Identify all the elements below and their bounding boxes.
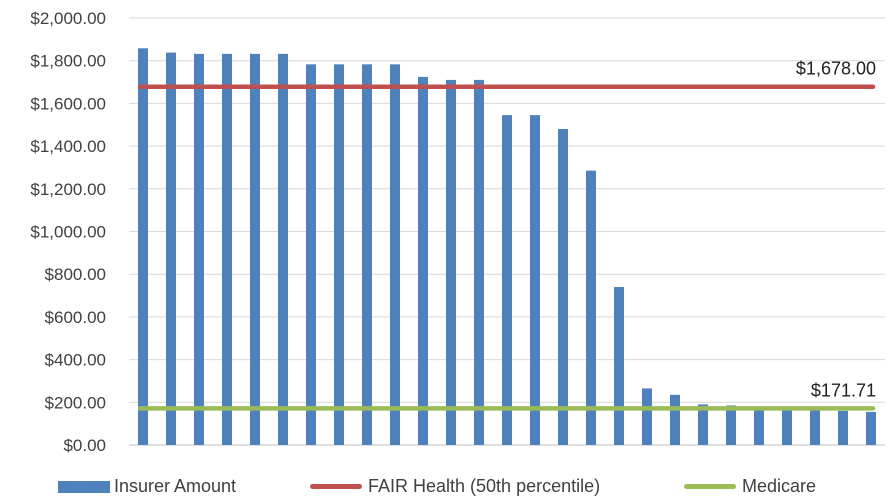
- bar: [810, 409, 820, 445]
- bar: [138, 48, 148, 445]
- bar: [222, 53, 232, 445]
- y-axis-tick-labels: $0.00 $200.00 $400.00 $600.00 $800.00 $1,000.…: [30, 9, 106, 455]
- bar: [502, 115, 512, 445]
- bar: [446, 79, 456, 445]
- legend-label-insurer-amount: Insurer Amount: [114, 476, 237, 496]
- legend-item-medicare: Medicare: [684, 476, 816, 497]
- bar: [754, 406, 764, 445]
- y-tick-label: $600.00: [45, 308, 106, 327]
- y-tick-label: $1,200.00: [30, 180, 106, 199]
- legend: Insurer Amount FAIR Health (50th percent…: [0, 474, 891, 503]
- bar: [334, 64, 344, 445]
- y-tick-label: $400.00: [45, 351, 106, 370]
- legend-item-fair-health: FAIR Health (50th percentile): [310, 476, 600, 497]
- y-tick-label: $200.00: [45, 393, 106, 412]
- legend-label-medicare: Medicare: [742, 476, 817, 496]
- fair-health-value-label: $1,678.00: [796, 59, 876, 79]
- legend-swatch-insurer-amount: [58, 480, 110, 493]
- medicare-value-label: $171.71: [811, 380, 876, 400]
- bar-series-insurer-amount: [138, 48, 876, 446]
- bar: [194, 53, 204, 445]
- chart: $0.00 $200.00 $400.00 $600.00 $800.00 $1,000.…: [30, 9, 885, 455]
- y-tick-label: $2,000.00: [30, 9, 106, 28]
- bar: [474, 79, 484, 445]
- legend-label-fair-health: FAIR Health (50th percentile): [368, 476, 601, 496]
- data-labels: $1,678.00 $171.71: [796, 59, 876, 401]
- bar: [670, 394, 680, 445]
- bar: [390, 64, 400, 445]
- bar: [530, 115, 540, 445]
- bar: [362, 64, 372, 445]
- y-tick-label: $1,600.00: [30, 94, 106, 113]
- bar: [558, 129, 568, 445]
- reference-lines: [137, 84, 876, 411]
- bar: [642, 388, 652, 445]
- bar: [166, 52, 176, 445]
- bar: [418, 76, 428, 446]
- bar: [614, 287, 624, 445]
- bar: [726, 405, 736, 445]
- bar: [838, 410, 848, 445]
- bar: [866, 411, 876, 445]
- legend-swatch-medicare: [684, 484, 736, 489]
- bar: [306, 64, 316, 445]
- y-tick-label: $0.00: [63, 436, 106, 455]
- legend-swatch-fair-health: [310, 484, 362, 489]
- y-tick-label: $1,800.00: [30, 52, 106, 71]
- bar: [698, 404, 708, 445]
- y-tick-label: $1,000.00: [30, 223, 106, 242]
- y-tick-label: $800.00: [45, 265, 106, 284]
- bar: [278, 53, 288, 445]
- legend-item-insurer-amount: Insurer Amount: [58, 476, 236, 497]
- bar: [782, 407, 792, 445]
- y-tick-label: $1,400.00: [30, 137, 106, 156]
- bar: [250, 53, 260, 445]
- bar: [586, 170, 596, 445]
